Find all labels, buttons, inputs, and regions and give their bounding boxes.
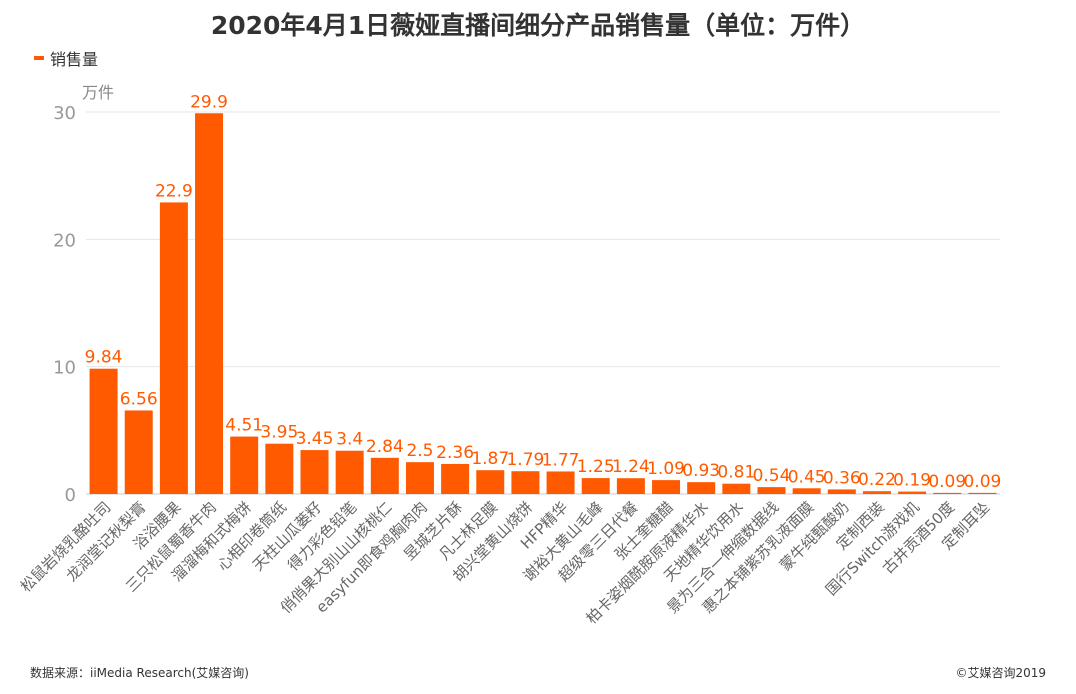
data-label: 0.54 [753,466,791,486]
data-label: 0.93 [682,461,720,481]
data-label: 9.84 [85,348,123,368]
legend: 销售量 [34,46,98,70]
data-label: 29.9 [190,92,228,112]
data-label: 1.77 [542,450,580,470]
bar [476,470,505,494]
data-label: 1.25 [577,457,615,477]
data-label: 0.36 [823,468,861,488]
bar [335,450,364,494]
copyright-note: ©艾媒咨询2019 [955,666,1046,680]
bar [687,482,716,494]
bar [89,368,118,494]
source-note: 数据来源：iiMedia Research(艾媒咨询) [30,666,249,680]
data-label: 0.22 [858,470,896,490]
bar [511,471,540,494]
data-label: 0.19 [893,471,931,491]
data-label: 2.36 [436,443,474,463]
bar [195,113,224,495]
bar [405,462,434,494]
bar [652,480,681,494]
bar [441,463,470,494]
data-label: 0.09 [963,472,1001,492]
data-label: 1.24 [612,457,650,477]
chart-title: 2020年4月1日薇娅直播间细分产品销售量（单位：万件） [210,11,866,40]
y-tick-label: 20 [53,230,76,251]
data-label: 1.79 [506,450,544,470]
y-tick-label: 0 [65,485,76,506]
data-label: 3.95 [260,423,298,443]
data-label: 6.56 [120,389,158,409]
bar [265,443,294,494]
y-axis-label: 万件 [82,83,115,102]
data-label: 3.45 [296,429,334,449]
data-label: 1.09 [647,459,685,479]
bar [722,483,751,494]
bar [898,491,927,494]
bar [757,487,786,494]
bar [968,492,997,494]
data-label: 2.5 [406,441,433,461]
data-label: 0.09 [928,472,966,492]
data-label: 22.9 [155,181,193,201]
y-tick-label: 30 [53,103,76,124]
y-tick-label: 10 [53,358,76,379]
bar [827,489,856,494]
data-label: 0.45 [788,467,826,487]
bar [230,436,259,494]
bar [616,478,645,494]
data-label: 3.4 [336,430,363,450]
bar [792,488,821,494]
data-label: 2.84 [366,437,404,457]
bar [124,410,153,494]
legend-swatch [34,56,44,60]
bar [546,471,575,494]
bar [933,492,962,494]
data-label: 4.51 [225,416,263,436]
bar-chart: 01020309.84松鼠岩烧乳酪吐司6.56龙润堂记秋梨膏22.9浴浴腰果29… [17,92,1002,627]
data-label: 0.81 [717,463,755,483]
bar [300,450,329,494]
bar [581,478,610,494]
bar [862,491,891,494]
legend-label: 销售量 [50,50,99,69]
data-label: 1.87 [471,449,509,469]
bar [159,202,188,494]
bar [370,457,399,494]
